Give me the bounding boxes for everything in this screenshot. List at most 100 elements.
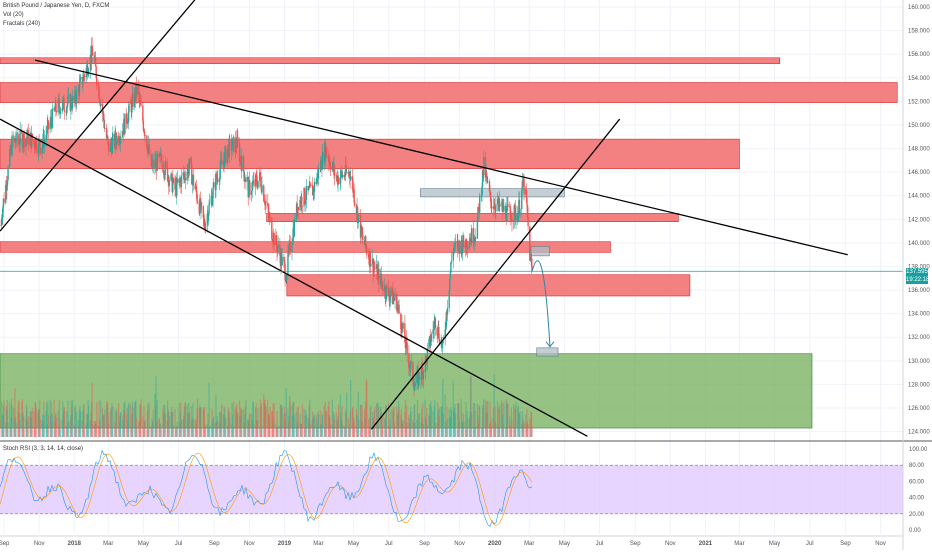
volume-bar (232, 415, 234, 437)
volume-bar (118, 403, 120, 437)
x-tick-label: Sep (419, 541, 430, 547)
candle-body (120, 137, 122, 138)
volume-bar (217, 421, 219, 437)
volume-bar (98, 400, 100, 437)
volume-bar (39, 419, 41, 437)
volume-bar (240, 407, 242, 437)
volume-bar (120, 412, 122, 437)
volume-bar (308, 418, 310, 437)
candle-body (271, 239, 274, 242)
candle-body (269, 216, 271, 219)
volume-bar (196, 408, 198, 437)
candle-body (353, 189, 355, 203)
indicator-vol-label[interactable]: Vol (20) (3, 12, 24, 18)
candle-body (276, 248, 279, 253)
candle-body (356, 207, 359, 224)
candle-body (279, 244, 281, 256)
candle-body (479, 195, 481, 213)
volume-bar (259, 399, 261, 437)
candle-body (94, 57, 97, 67)
x-tick-label: Jul (596, 541, 604, 547)
candle-body (215, 174, 218, 179)
symbol-title[interactable]: British Pound / Japanese Yen, D, FXCM (3, 3, 110, 9)
volume-bar (486, 401, 488, 437)
candle-body (449, 272, 452, 280)
volume-bar (320, 424, 322, 437)
volume-bar (13, 408, 15, 437)
candle-body (474, 238, 477, 240)
candle-body (381, 282, 384, 289)
volume-bar (392, 410, 394, 437)
indicator-fractals-label[interactable]: Fractals (240) (3, 21, 41, 27)
volume-bar (162, 409, 164, 437)
candle-body (320, 160, 323, 170)
volume-bar (465, 401, 467, 437)
candle-body (117, 135, 120, 144)
volume-bar (87, 399, 89, 437)
volume-bar (362, 422, 364, 437)
candle-body (162, 171, 165, 173)
volume-bar (236, 412, 238, 437)
volume-bar (96, 402, 98, 437)
volume-bar (135, 417, 138, 437)
candle-body (450, 260, 453, 263)
volume-bar (66, 411, 68, 437)
candle-body (277, 244, 279, 249)
volume-bar (453, 412, 455, 437)
volume-bar (468, 418, 470, 437)
volume-bar (211, 422, 214, 437)
volume-bar (78, 409, 81, 437)
candle-body (83, 74, 85, 76)
x-tick-label: 2020 (488, 541, 502, 547)
volume-bar (353, 418, 355, 437)
candle-body (410, 361, 412, 363)
candle-body (204, 223, 207, 231)
volume-bar (354, 425, 356, 437)
volume-bar (280, 404, 282, 437)
volume-bar (515, 401, 517, 437)
candle-body (487, 181, 489, 183)
volume-bar (215, 420, 218, 437)
volume-bar (100, 400, 102, 437)
volume-bar (29, 417, 31, 437)
candle-body (288, 245, 290, 252)
candle-body (285, 274, 287, 282)
candle-body (518, 199, 521, 214)
volume-bar (507, 403, 509, 437)
candle-body (458, 245, 461, 254)
volume-bar (445, 421, 447, 437)
volume-bar (126, 407, 128, 437)
stoch-rsi-title[interactable]: Stoch RSI (3, 3, 14, 14, close) (3, 446, 84, 452)
volume-bar (413, 405, 415, 437)
volume-bar (162, 405, 165, 437)
candle-body (273, 233, 275, 245)
volume-bar (510, 428, 512, 437)
volume-bar (152, 409, 154, 437)
volume-bar (150, 427, 152, 437)
candle-body (345, 171, 348, 173)
candle-body (102, 113, 105, 121)
volume-bar (430, 400, 432, 437)
volume-bar (144, 420, 146, 437)
volume-bar (345, 411, 347, 437)
volume-bar (470, 375, 472, 437)
candle-body (392, 287, 394, 305)
candle-body (454, 241, 456, 248)
volume-bar (313, 417, 315, 437)
y-tick-label: 134.000 (908, 312, 930, 318)
candle-body (81, 77, 84, 85)
candle-body (46, 125, 48, 135)
volume-bar (255, 403, 257, 437)
volume-bar (325, 411, 327, 437)
candle-body (57, 99, 59, 113)
volume-bar (22, 412, 24, 437)
volume-bar (315, 415, 317, 437)
volume-bar (248, 414, 250, 437)
candle-body (514, 205, 516, 208)
volume-bar (531, 426, 533, 437)
volume-bar (317, 411, 319, 437)
volume-bar (332, 411, 335, 437)
candle-body (284, 264, 286, 280)
